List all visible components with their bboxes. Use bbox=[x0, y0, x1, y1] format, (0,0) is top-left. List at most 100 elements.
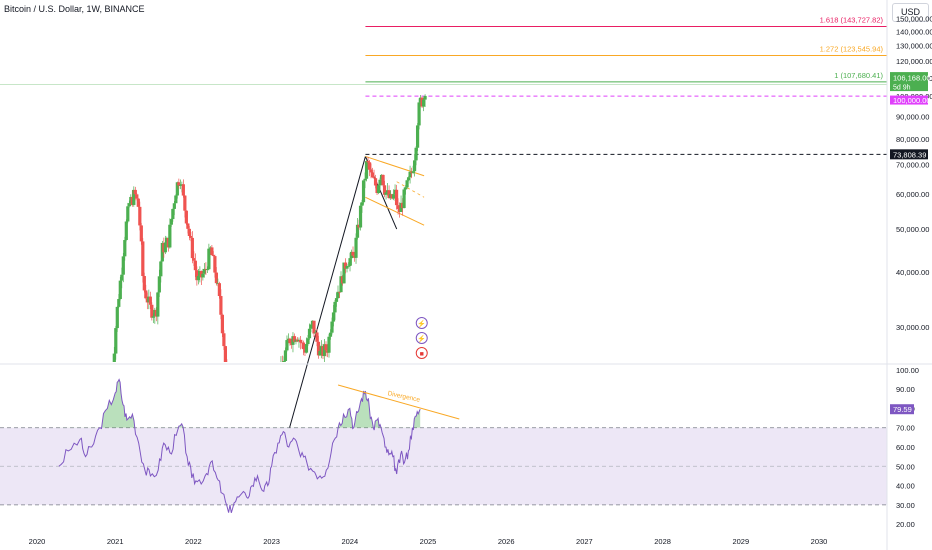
candle bbox=[355, 224, 360, 238]
candle bbox=[361, 180, 366, 203]
ath-tag-bg bbox=[890, 149, 928, 160]
candle bbox=[370, 172, 375, 178]
candle bbox=[249, 401, 252, 409]
candle bbox=[233, 387, 236, 397]
candle bbox=[178, 185, 182, 186]
candle bbox=[354, 237, 358, 258]
candle bbox=[381, 174, 385, 186]
candle bbox=[415, 125, 420, 148]
candle bbox=[210, 247, 214, 256]
candle bbox=[228, 396, 231, 405]
candle bbox=[190, 237, 194, 259]
price-tick-label: 50,000.00 bbox=[896, 225, 929, 234]
candle bbox=[275, 390, 278, 398]
lightning-icon bbox=[415, 317, 428, 329]
candle bbox=[138, 206, 142, 226]
candle bbox=[414, 147, 418, 161]
candle bbox=[207, 248, 211, 270]
lightning-icon-glyph: ⚡ bbox=[417, 319, 426, 328]
current-price-tag-bg bbox=[890, 72, 928, 92]
rsi-tick-label: 60.00 bbox=[896, 443, 915, 452]
price-tick-label: 30,000.00 bbox=[896, 323, 929, 332]
candle bbox=[288, 338, 292, 344]
rsi-tick-label: 30.00 bbox=[896, 501, 915, 510]
candle bbox=[192, 258, 196, 261]
candle bbox=[243, 402, 246, 407]
candle bbox=[360, 202, 364, 206]
candle bbox=[184, 210, 188, 224]
candle bbox=[114, 328, 118, 354]
candle bbox=[135, 194, 139, 199]
candle bbox=[151, 316, 155, 318]
rsi-tick-label: 100.00 bbox=[896, 366, 919, 375]
candle bbox=[248, 401, 251, 408]
x-tick-label: 2030 bbox=[811, 537, 828, 546]
rsi-tick-label: 20.00 bbox=[896, 520, 915, 529]
candle bbox=[142, 276, 146, 291]
rsi-tick-label: 50.00 bbox=[896, 462, 915, 471]
candle bbox=[175, 182, 179, 196]
candle bbox=[327, 336, 331, 353]
x-tick-label: 2026 bbox=[498, 537, 515, 546]
candle bbox=[213, 256, 217, 273]
candle bbox=[223, 346, 227, 362]
x-tick-label: 2020 bbox=[29, 537, 46, 546]
candle bbox=[336, 291, 340, 299]
candle bbox=[254, 399, 257, 400]
candle bbox=[118, 280, 122, 300]
flag-channel-mid bbox=[396, 181, 425, 198]
us-flag-icon bbox=[415, 347, 428, 359]
candle bbox=[333, 301, 337, 313]
candle bbox=[283, 350, 288, 361]
overlay: ⚡ ⚡ ■ bbox=[415, 317, 428, 359]
price-tick-label: 80,000.00 bbox=[896, 135, 929, 144]
price-tick-label: 130,000.00 bbox=[896, 42, 932, 51]
candle bbox=[376, 185, 381, 194]
candle bbox=[205, 269, 209, 271]
rsi-value-tag-bg bbox=[890, 404, 914, 415]
candle bbox=[163, 242, 167, 253]
candle bbox=[282, 360, 286, 362]
fib-level-label: 1.618 (143,727.82) bbox=[820, 15, 884, 24]
candle bbox=[394, 189, 399, 206]
fib-level-label: 1 (107,680.41) bbox=[834, 71, 883, 80]
candle bbox=[363, 178, 367, 181]
rsi-pane: Divergence bbox=[0, 378, 887, 513]
x-tick-label: 2023 bbox=[263, 537, 280, 546]
candle bbox=[382, 185, 387, 195]
candle bbox=[132, 189, 136, 205]
candle bbox=[351, 251, 355, 256]
chart-title: Bitcoin / U.S. Dollar, 1W, BINANCE bbox=[4, 4, 145, 14]
price-tick-label: 120,000.00 bbox=[896, 57, 932, 66]
candle bbox=[196, 275, 200, 281]
candle bbox=[309, 324, 313, 329]
trend-line-up bbox=[286, 156, 366, 437]
candle bbox=[391, 194, 396, 199]
currency-button[interactable]: USD bbox=[892, 3, 929, 22]
candle bbox=[307, 328, 312, 339]
candle bbox=[252, 399, 255, 410]
candle bbox=[423, 95, 427, 100]
candle bbox=[378, 179, 382, 186]
candle bbox=[279, 362, 282, 379]
candle bbox=[211, 255, 215, 257]
divergence-label: Divergence bbox=[387, 390, 421, 404]
candle bbox=[148, 296, 152, 305]
candle bbox=[318, 351, 322, 356]
candle bbox=[222, 333, 226, 347]
candle bbox=[285, 340, 289, 351]
candle bbox=[421, 99, 426, 107]
candle bbox=[219, 296, 223, 315]
candle bbox=[136, 198, 140, 207]
x-tick-label: 2029 bbox=[732, 537, 749, 546]
price-tick-label: 60,000.00 bbox=[896, 190, 929, 199]
candle bbox=[273, 398, 276, 407]
rsi-value-tag: 79.59 bbox=[893, 405, 912, 414]
price-tick-label: 140,000.00 bbox=[896, 28, 932, 37]
candle bbox=[120, 274, 124, 281]
candle bbox=[240, 392, 243, 397]
candle bbox=[195, 270, 199, 281]
candle bbox=[367, 162, 372, 170]
ath-tag: 73,808.39 bbox=[893, 150, 926, 159]
